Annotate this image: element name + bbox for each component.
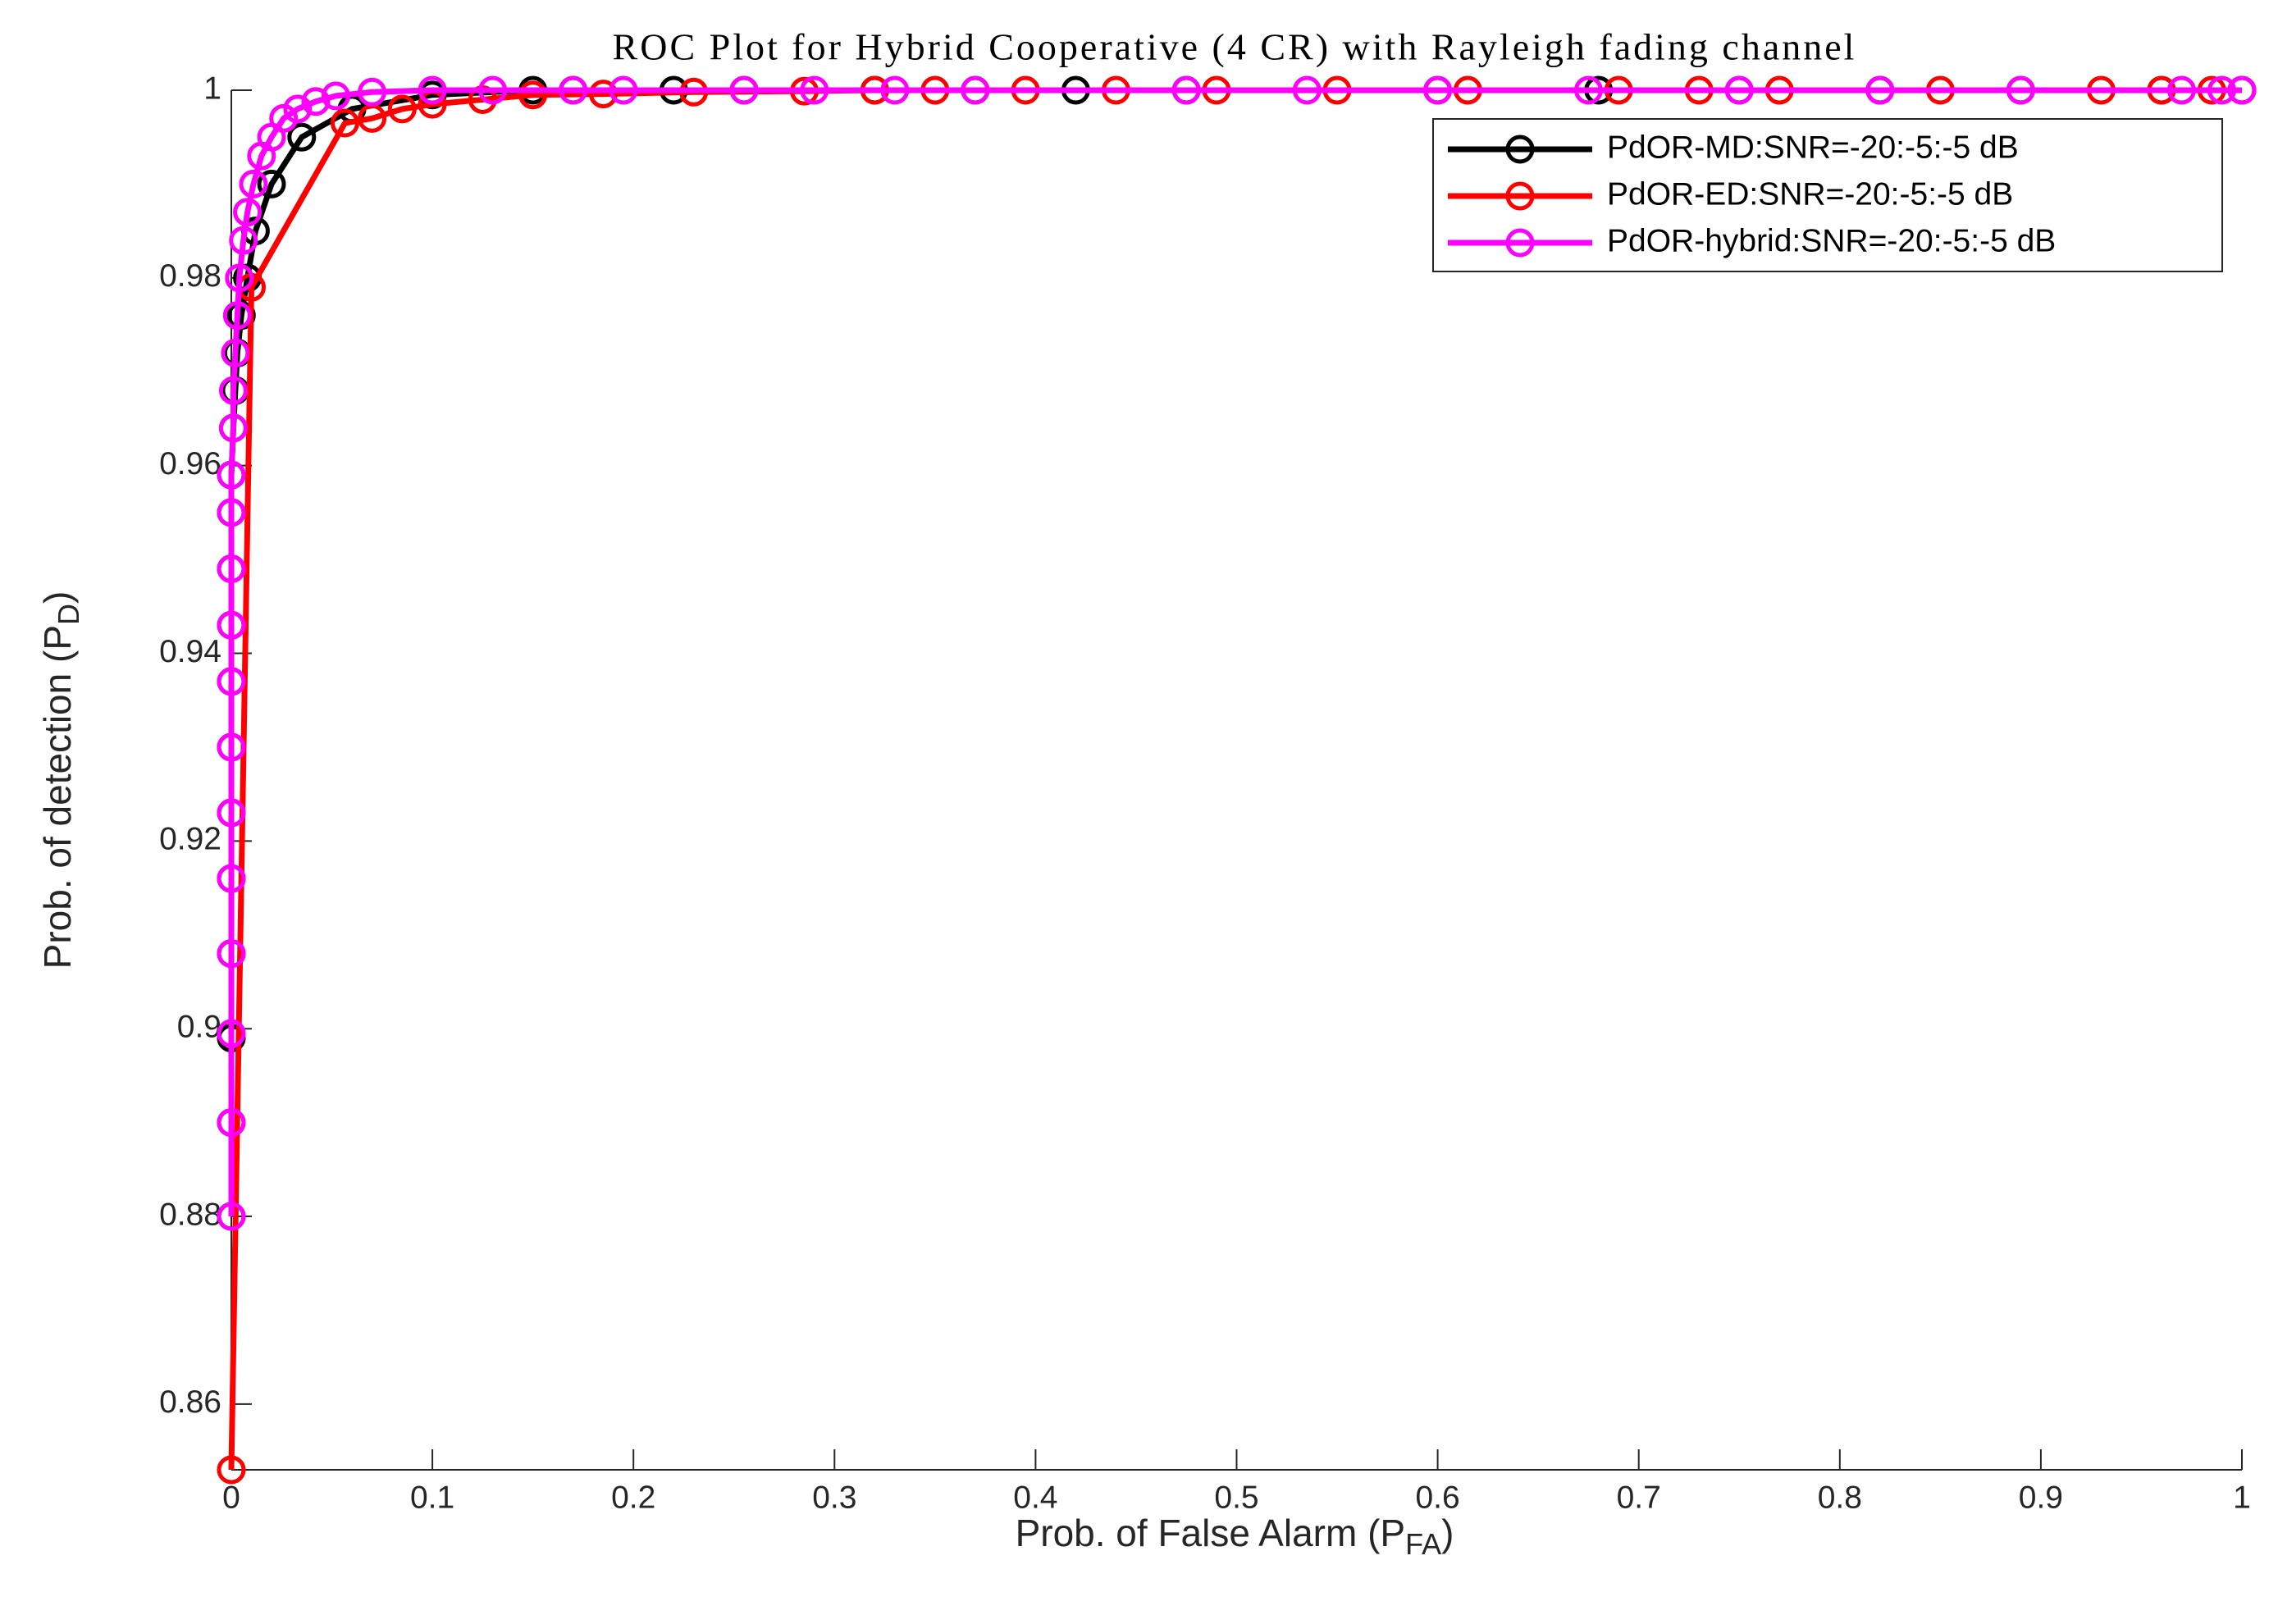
marker — [217, 554, 246, 584]
chart-title: ROC Plot for Hybrid Cooperative (4 CR) w… — [613, 26, 1857, 68]
marker — [217, 864, 246, 893]
marker — [800, 75, 829, 105]
legend-box — [1432, 118, 2223, 272]
x-tick-label: 0.6 — [1415, 1480, 1459, 1515]
marker — [2166, 75, 2196, 105]
y-label-sub: D — [52, 604, 85, 625]
marker — [257, 169, 286, 198]
x-label-main: Prob. of False Alarm (P — [1016, 1512, 1406, 1554]
legend-marker — [1505, 181, 1535, 211]
marker — [518, 80, 548, 110]
marker — [609, 75, 638, 105]
marker — [880, 75, 910, 105]
marker — [283, 94, 313, 124]
x-tick-label: 0.9 — [2019, 1480, 2063, 1515]
y-tick-label: 0.98 — [159, 258, 221, 294]
marker — [2207, 75, 2236, 105]
marker — [217, 732, 246, 762]
marker — [225, 263, 254, 293]
y-tick-label: 0.92 — [159, 822, 221, 857]
marker — [221, 338, 250, 367]
marker — [1292, 75, 1322, 105]
marker — [330, 108, 359, 138]
y-tick-label: 0.96 — [159, 446, 221, 481]
marker — [729, 75, 759, 105]
x-label-end: ) — [1441, 1512, 1454, 1554]
y-tick-label: 0.86 — [159, 1385, 221, 1420]
x-tick-label: 0.3 — [812, 1480, 856, 1515]
marker — [218, 376, 248, 405]
x-label-sub: FA — [1405, 1527, 1441, 1561]
series-line — [228, 87, 2242, 1471]
marker — [1865, 75, 1895, 105]
marker — [418, 75, 447, 105]
marker — [269, 103, 299, 133]
marker — [217, 460, 246, 490]
legend-marker — [1505, 228, 1535, 258]
legend-label: PdOR-ED:SNR=-20:-5:-5 dB — [1607, 176, 2013, 212]
marker — [301, 87, 331, 116]
marker — [358, 77, 387, 107]
marker — [233, 198, 262, 227]
x-axis-label: Prob. of False Alarm (PFA) — [1016, 1512, 1454, 1560]
marker — [2006, 75, 2035, 105]
y-label-end: ) — [36, 591, 79, 604]
legend-label: PdOR-hybrid:SNR=-20:-5:-5 dB — [1607, 223, 2056, 258]
marker — [217, 1202, 246, 1231]
marker — [287, 122, 317, 152]
marker — [217, 798, 246, 828]
marker — [559, 75, 588, 105]
x-tick-label: 0.7 — [1617, 1480, 1661, 1515]
series-line — [228, 87, 2242, 1217]
marker — [321, 81, 350, 111]
y-axis-label: Prob. of detection (PD) — [36, 591, 84, 969]
legend-marker — [1505, 135, 1535, 164]
x-tick-label: 0.2 — [611, 1480, 655, 1515]
y-tick-label: 1 — [203, 71, 221, 106]
marker — [217, 498, 246, 527]
marker — [1724, 75, 1754, 105]
marker — [1423, 75, 1453, 105]
x-tick-label: 0.4 — [1013, 1480, 1057, 1515]
marker — [217, 1019, 246, 1048]
marker — [222, 301, 252, 331]
marker — [1171, 75, 1201, 105]
x-tick-label: 1 — [2233, 1480, 2251, 1515]
x-tick-label: 0.1 — [410, 1480, 454, 1515]
x-tick-label: 0 — [222, 1480, 240, 1515]
marker — [588, 80, 618, 109]
marker — [217, 1108, 246, 1138]
y-tick-label: 0.88 — [159, 1197, 221, 1232]
marker — [229, 226, 258, 255]
y-tick-label: 0.94 — [159, 634, 221, 669]
marker — [217, 939, 246, 969]
marker — [218, 413, 248, 443]
x-tick-label: 0.8 — [1818, 1480, 1862, 1515]
marker — [2227, 75, 2257, 105]
y-label-main: Prob. of detection (P — [36, 625, 79, 969]
x-tick-label: 0.5 — [1214, 1480, 1258, 1515]
marker — [239, 169, 268, 198]
marker — [387, 94, 417, 124]
marker — [217, 667, 246, 696]
legend: PdOR-MD:SNR=-20:-5:-5 dB PdOR-ED:SNR=-20:… — [1432, 118, 2223, 272]
marker — [478, 75, 508, 105]
y-tick-label: 0.9 — [177, 1010, 221, 1045]
series — [217, 75, 2257, 1231]
series — [217, 75, 2257, 1485]
marker — [1573, 75, 1603, 105]
marker — [217, 1455, 246, 1485]
legend-label: PdOR-MD:SNR=-20:-5:-5 dB — [1607, 130, 2019, 165]
marker — [961, 75, 990, 105]
marker — [217, 610, 246, 640]
